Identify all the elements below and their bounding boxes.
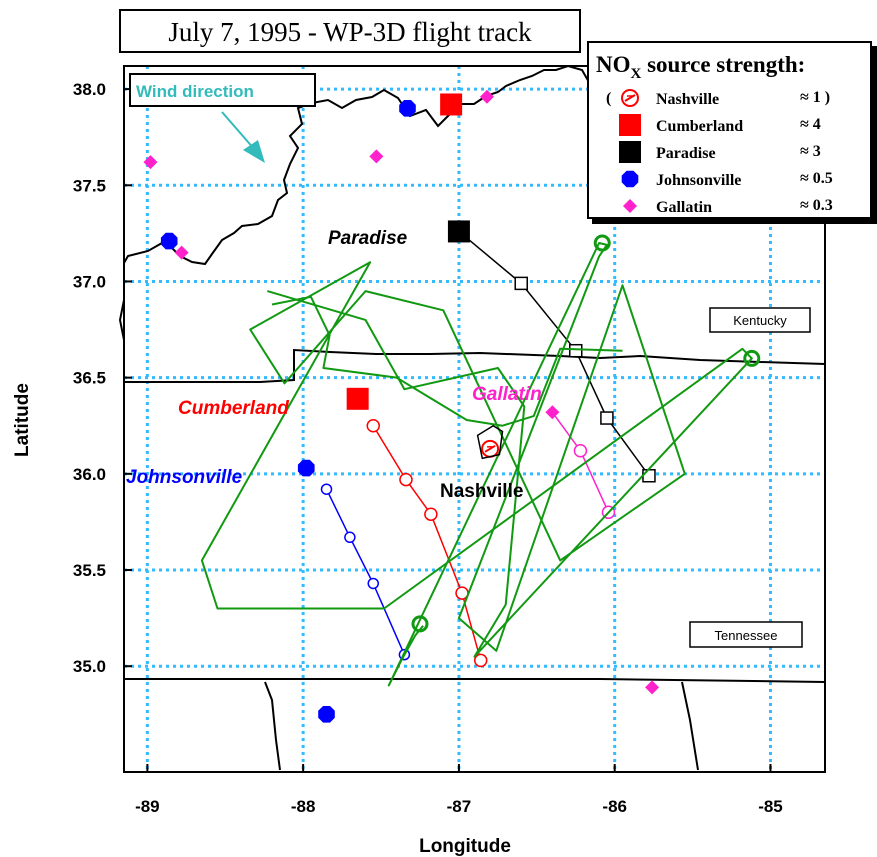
johnsonville-transect-point bbox=[344, 531, 356, 544]
cumberland-transect-point bbox=[399, 472, 413, 487]
kentucky-label-box bbox=[709, 307, 811, 333]
legend-row: Johnsonville ≈ 0.5 bbox=[621, 170, 833, 189]
red-square-marker bbox=[440, 93, 463, 116]
legend-value: ≈ 3 bbox=[800, 143, 821, 160]
axis-ticks: -89 -88 -87 -86 -85 35.0 35.5 36.0 36.5 37.0 37.5 3… bbox=[73, 80, 783, 816]
legend-marker bbox=[623, 199, 637, 213]
legend-value: ≈ 1 ) bbox=[800, 89, 830, 106]
y-axis-label: Latitude bbox=[12, 383, 33, 457]
title-box bbox=[119, 9, 581, 53]
y-tick-label: 36.0 bbox=[73, 465, 106, 484]
magenta-diamond-marker bbox=[479, 89, 494, 104]
legend-title: NOX source strength: bbox=[596, 52, 805, 82]
legend-prefix: ( bbox=[606, 90, 611, 107]
blue-octagon-marker bbox=[160, 232, 178, 250]
south-border-west bbox=[264, 681, 281, 771]
cumberland-transect-point bbox=[366, 418, 380, 433]
legend-row: ( Nashville ≈ 1 ) bbox=[606, 89, 830, 108]
x-tick-label: -88 bbox=[291, 797, 316, 816]
track-loop bbox=[411, 615, 429, 633]
kentucky-tennessee-border bbox=[124, 348, 826, 383]
legend-row: Paradise ≈ 3 bbox=[619, 141, 821, 163]
paradise-plant-marker bbox=[447, 220, 470, 243]
y-tick-label: 35.5 bbox=[73, 561, 106, 580]
cumberland-plant-marker bbox=[346, 387, 369, 410]
paradise-label: Paradise bbox=[328, 228, 408, 249]
wind-box bbox=[129, 73, 316, 107]
y-tick-label: 38.0 bbox=[73, 80, 106, 99]
cumberland-label: Cumberland bbox=[178, 398, 289, 419]
legend-name: Johnsonville bbox=[656, 172, 741, 189]
gallatin-label: Gallatin bbox=[472, 384, 542, 405]
legend-name: Nashville bbox=[656, 91, 719, 108]
legend-name: Gallatin bbox=[656, 199, 712, 216]
paradise-transect-square bbox=[569, 343, 583, 358]
paradise-transect-square bbox=[514, 276, 528, 291]
nashville-plant-marker bbox=[481, 439, 500, 458]
legend-marker bbox=[619, 114, 641, 136]
legend-row: Gallatin ≈ 0.3 bbox=[623, 197, 833, 216]
y-tick-label: 36.5 bbox=[73, 369, 106, 388]
magenta-diamond-marker bbox=[369, 149, 384, 164]
magenta-diamond-marker bbox=[174, 245, 189, 260]
track-loop bbox=[593, 234, 611, 252]
cumberland-transect-point bbox=[473, 653, 488, 668]
x-tick-label: -87 bbox=[447, 797, 472, 816]
gallatin-plant-marker bbox=[545, 405, 560, 420]
johnsonville-label: Johnsonville bbox=[126, 467, 243, 488]
y-tick-label: 35.0 bbox=[73, 657, 106, 676]
nashville-label: Nashville bbox=[440, 481, 523, 502]
legend-row: Cumberland ≈ 4 bbox=[619, 114, 821, 136]
legend-marker bbox=[621, 89, 639, 107]
wind-arrow-icon bbox=[221, 111, 265, 163]
cumberland-transect-point bbox=[424, 507, 438, 521]
gallatin-transect-point bbox=[573, 443, 588, 458]
y-tick-label: 37.0 bbox=[73, 272, 106, 291]
legend-name: Paradise bbox=[656, 145, 716, 162]
paradise-transect-square bbox=[642, 468, 656, 483]
blue-octagon-marker bbox=[399, 100, 416, 117]
x-tick-label: -85 bbox=[758, 797, 783, 816]
tennessee-label: Tennessee bbox=[715, 628, 778, 643]
johnsonville-transect-line bbox=[325, 488, 406, 656]
legend-marker bbox=[621, 170, 639, 188]
legend-value: ≈ 0.5 bbox=[800, 170, 833, 187]
magenta-diamond-marker bbox=[645, 680, 660, 695]
kentucky-label: Kentucky bbox=[733, 313, 787, 328]
flight-track bbox=[200, 234, 761, 687]
y-tick-label: 37.5 bbox=[73, 176, 106, 195]
x-axis-label: Longitude bbox=[419, 836, 511, 857]
x-tick-label: -86 bbox=[602, 797, 627, 816]
plant-markers bbox=[143, 89, 660, 723]
nashville-city-outline bbox=[476, 424, 504, 460]
chart-title: July 7, 1995 - WP-3D flight track bbox=[168, 17, 532, 47]
legend-value: ≈ 4 bbox=[800, 116, 821, 133]
legend-marker bbox=[619, 141, 641, 163]
johnsonville-transect-point bbox=[320, 483, 333, 495]
x-tick-label: -89 bbox=[135, 797, 160, 816]
blue-octagon-marker bbox=[318, 706, 335, 723]
south-border-east bbox=[681, 681, 699, 771]
tennessee-label-box bbox=[689, 621, 803, 648]
legend-value: ≈ 0.3 bbox=[800, 197, 833, 214]
paradise-transect-square bbox=[600, 411, 614, 425]
johnsonville-plant-marker bbox=[297, 459, 315, 477]
flight-track-line bbox=[200, 242, 753, 687]
legend: NOX source strength: ( Nashville ≈ 1 ) Cumb… bbox=[587, 41, 877, 224]
magenta-diamond-marker bbox=[143, 155, 158, 170]
track-loop bbox=[743, 349, 761, 367]
johnsonville-transect-point bbox=[367, 577, 379, 590]
legend-name: Cumberland bbox=[656, 118, 743, 135]
plot-frame bbox=[123, 65, 826, 773]
flight-track-loop bbox=[271, 295, 623, 427]
wind-direction-label: Wind direction bbox=[136, 82, 254, 101]
tennessee-south-border bbox=[124, 678, 826, 683]
